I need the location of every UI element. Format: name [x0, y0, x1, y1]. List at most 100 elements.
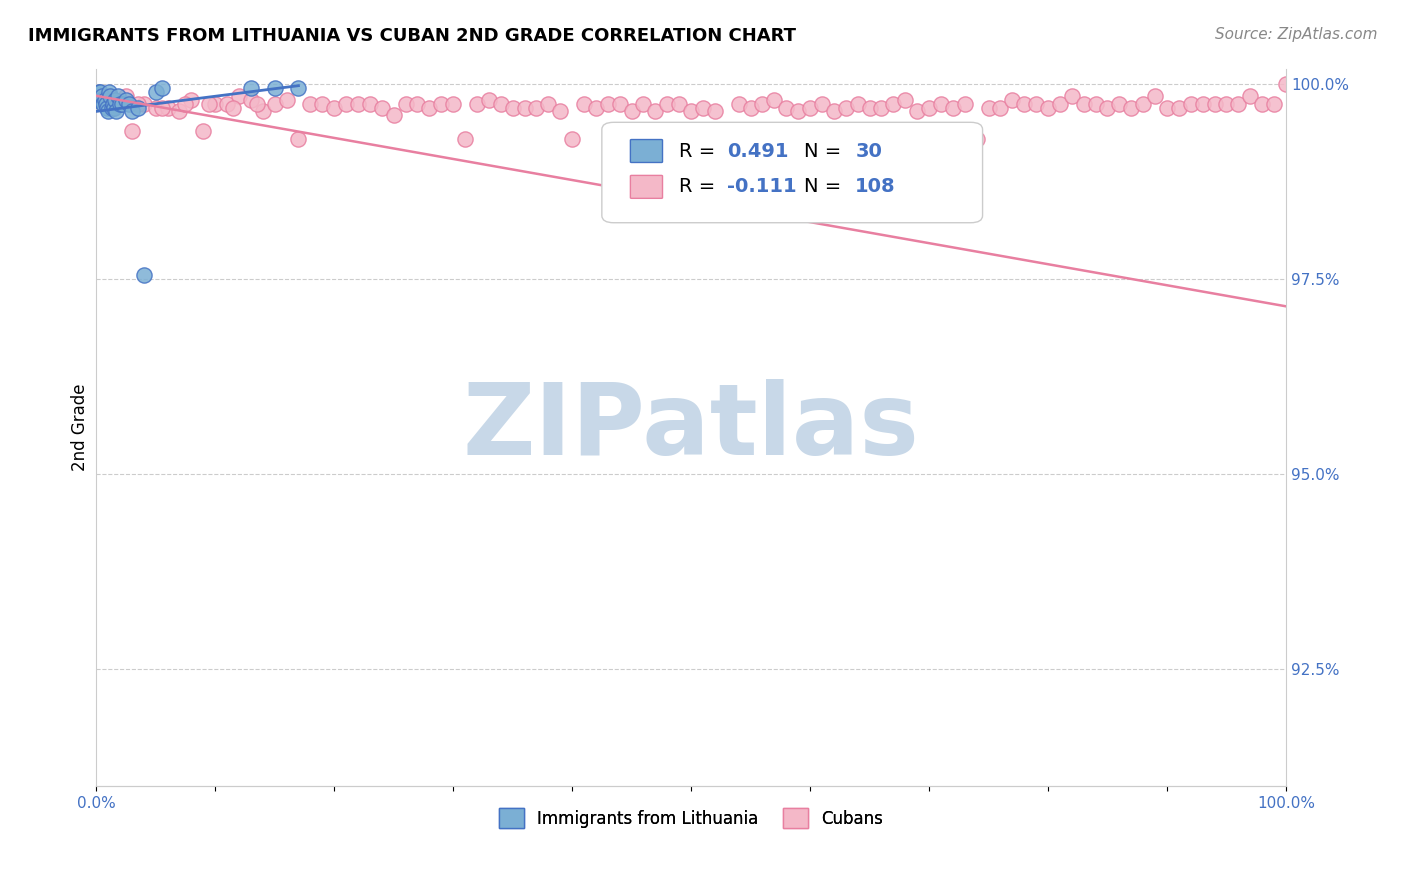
Point [799, 101, 821, 115]
Point [150, 101, 173, 115]
Point [1251, 96, 1274, 111]
Text: 0.491: 0.491 [727, 142, 789, 161]
Point [633, 96, 655, 111]
Point [228, 88, 250, 103]
Point [1191, 96, 1213, 111]
Point [276, 93, 298, 107]
Point [93, 93, 115, 107]
Point [180, 93, 202, 107]
Point [86, 93, 108, 107]
Point [246, 96, 269, 111]
Text: IMMIGRANTS FROM LITHUANIA VS CUBAN 2ND GRADE CORRELATION CHART: IMMIGRANTS FROM LITHUANIA VS CUBAN 2ND G… [28, 27, 796, 45]
Point [299, 96, 322, 111]
Point [918, 101, 941, 115]
Point [882, 96, 904, 111]
Point [371, 101, 394, 115]
Point [97, 93, 120, 107]
Point [1167, 101, 1189, 115]
Text: 108: 108 [855, 178, 896, 196]
Point [548, 104, 571, 119]
Point [929, 96, 952, 111]
Point [1001, 93, 1024, 107]
Point [430, 96, 453, 111]
Point [239, 93, 262, 107]
Point [644, 104, 666, 119]
Point [561, 131, 583, 145]
Point [966, 131, 988, 145]
Point [418, 101, 440, 115]
Point [107, 88, 129, 103]
Point [115, 88, 138, 103]
Point [118, 96, 141, 111]
Point [1012, 96, 1035, 111]
Legend: Immigrants from Lithuania, Cubans: Immigrants from Lithuania, Cubans [492, 801, 890, 835]
FancyBboxPatch shape [630, 176, 662, 198]
Point [1263, 96, 1285, 111]
Point [1097, 101, 1119, 115]
Point [215, 96, 238, 111]
Point [97, 104, 120, 119]
Point [323, 101, 346, 115]
Point [1036, 101, 1059, 115]
Point [394, 96, 416, 111]
Text: N =: N = [804, 142, 848, 161]
Point [1275, 77, 1298, 91]
Point [751, 96, 773, 111]
Point [121, 124, 143, 138]
Point [763, 93, 786, 107]
Point [198, 96, 221, 111]
Point [668, 96, 690, 111]
Point [1227, 96, 1250, 111]
Point [703, 104, 725, 119]
Text: Source: ZipAtlas.com: Source: ZipAtlas.com [1215, 27, 1378, 42]
Point [1108, 96, 1130, 111]
Point [942, 101, 965, 115]
Point [846, 96, 869, 111]
Point [145, 85, 167, 99]
Point [681, 104, 703, 119]
Point [98, 85, 121, 99]
Point [311, 96, 333, 111]
Point [263, 81, 285, 95]
Point [100, 88, 122, 103]
Point [727, 96, 749, 111]
Point [740, 101, 762, 115]
Point [103, 101, 125, 115]
Point [1156, 101, 1178, 115]
Point [1060, 88, 1083, 103]
Point [1180, 96, 1202, 111]
Point [835, 101, 858, 115]
Point [111, 96, 134, 111]
Point [406, 96, 429, 111]
Point [115, 93, 138, 107]
Point [103, 101, 125, 115]
Point [121, 104, 143, 119]
Point [585, 101, 607, 115]
Point [811, 96, 834, 111]
Point [990, 101, 1012, 115]
Point [1025, 96, 1047, 111]
Point [91, 96, 114, 111]
Point [1132, 96, 1154, 111]
Point [127, 96, 149, 111]
Point [953, 96, 976, 111]
Point [132, 268, 155, 282]
Point [609, 96, 631, 111]
Point [894, 93, 917, 107]
Point [1049, 96, 1071, 111]
Point [1084, 96, 1107, 111]
Point [90, 93, 112, 107]
Point [204, 96, 226, 111]
Point [335, 96, 357, 111]
Point [347, 96, 370, 111]
Point [100, 101, 122, 115]
Point [1239, 88, 1261, 103]
Point [359, 96, 381, 111]
Point [537, 96, 560, 111]
Point [489, 96, 512, 111]
Point [174, 96, 197, 111]
Point [858, 101, 880, 115]
Text: 30: 30 [855, 142, 882, 161]
Point [465, 96, 488, 111]
Point [287, 131, 309, 145]
